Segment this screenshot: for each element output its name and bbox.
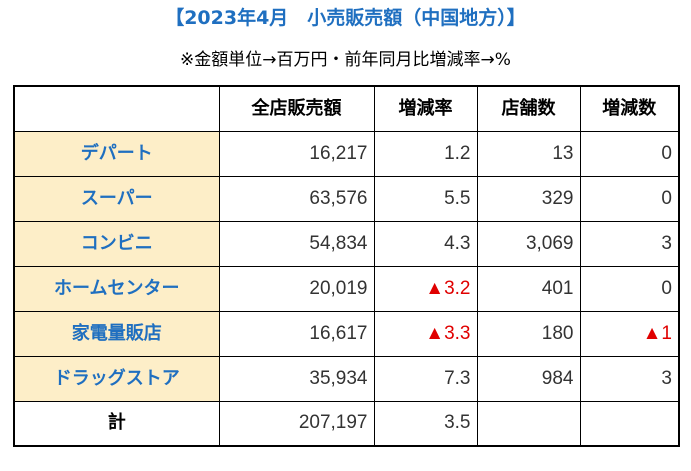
category-cell: 家電量販店 [13, 310, 220, 357]
stores-cell: 329 [476, 175, 581, 222]
category-cell: ホームセンター [13, 265, 220, 312]
change-rate-cell: 1.2 [373, 130, 478, 177]
sales-cell: 63,576 [218, 175, 375, 222]
sales-cell: 16,217 [218, 130, 375, 177]
store-change-cell: 3 [579, 355, 680, 402]
stores-cell: 13 [476, 130, 581, 177]
total-row: 計 207,197 3.5 [13, 400, 680, 447]
total-label-cell: 計 [13, 400, 220, 447]
header-cell-blank [13, 85, 220, 132]
total-store-change-cell [579, 400, 680, 447]
table-row: ドラッグストア 35,934 7.3 984 3 [13, 355, 680, 402]
change-rate-cell: 4.3 [373, 220, 478, 267]
page-title: 【2023年4月 小売販売額（中国地方）】 [165, 7, 526, 29]
change-rate-cell: 5.5 [373, 175, 478, 222]
stores-cell: 3,069 [476, 220, 581, 267]
table-row: ホームセンター 20,019 ▲3.2 401 0 [13, 265, 680, 312]
header-cell-store-change: 増減数 [579, 85, 680, 132]
table-row: スーパー 63,576 5.5 329 0 [13, 175, 680, 222]
store-change-cell: 0 [579, 130, 680, 177]
change-rate-cell: ▲3.2 [373, 265, 478, 312]
category-cell: コンビニ [13, 220, 220, 267]
total-stores-cell [476, 400, 581, 447]
header-cell-stores: 店舗数 [476, 85, 581, 132]
category-cell: デパート [13, 130, 220, 177]
store-change-cell: 0 [579, 265, 680, 312]
category-cell: スーパー [13, 175, 220, 222]
table-row: デパート 16,217 1.2 13 0 [13, 130, 680, 177]
sales-cell: 20,019 [218, 265, 375, 312]
sales-cell: 16,617 [218, 310, 375, 357]
stores-cell: 401 [476, 265, 581, 312]
stores-cell: 180 [476, 310, 581, 357]
stores-cell: 984 [476, 355, 581, 402]
total-change-rate-cell: 3.5 [373, 400, 478, 447]
header-cell-change-rate: 増減率 [373, 85, 478, 132]
store-change-cell: ▲1 [579, 310, 680, 357]
category-cell: ドラッグストア [13, 355, 220, 402]
table-row: コンビニ 54,834 4.3 3,069 3 [13, 220, 680, 267]
sales-cell: 35,934 [218, 355, 375, 402]
sales-cell: 54,834 [218, 220, 375, 267]
sales-table: 全店販売額 増減率 店舗数 増減数 デパート 16,217 1.2 13 0 スーパー 63… [13, 85, 680, 447]
total-sales-cell: 207,197 [218, 400, 375, 447]
header-cell-sales: 全店販売額 [218, 85, 375, 132]
table-row: 家電量販店 16,617 ▲3.3 180 ▲1 [13, 310, 680, 357]
store-change-cell: 3 [579, 220, 680, 267]
change-rate-cell: ▲3.3 [373, 310, 478, 357]
store-change-cell: 0 [579, 175, 680, 222]
unit-note: ※金額単位→百万円・前年同月比増減率→% [180, 50, 511, 70]
header-row: 全店販売額 増減率 店舗数 増減数 [13, 85, 680, 132]
change-rate-cell: 7.3 [373, 355, 478, 402]
